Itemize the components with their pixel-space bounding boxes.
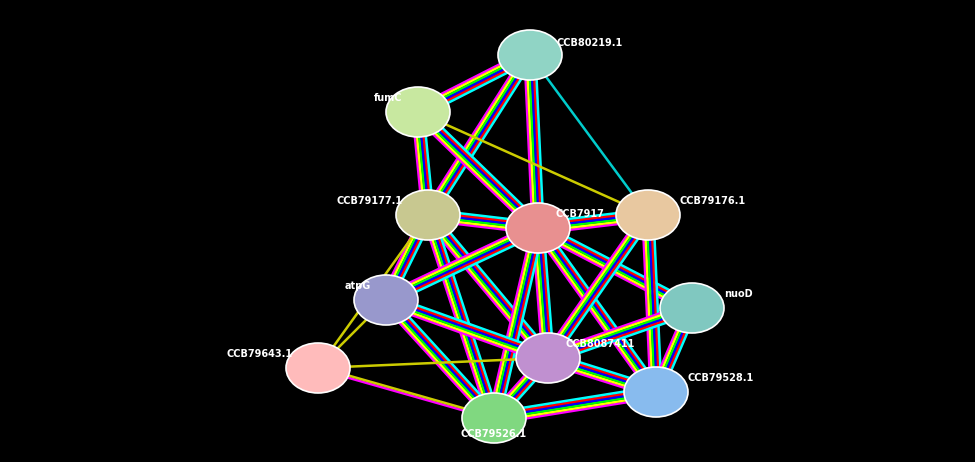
- Text: fumC: fumC: [373, 93, 403, 103]
- Text: nuoD: nuoD: [723, 289, 753, 299]
- Ellipse shape: [516, 333, 580, 383]
- Ellipse shape: [396, 190, 460, 240]
- Text: atpG: atpG: [345, 281, 371, 291]
- Text: CCB79643.1: CCB79643.1: [227, 349, 293, 359]
- Text: CCB80219.1: CCB80219.1: [557, 38, 623, 48]
- Ellipse shape: [354, 275, 418, 325]
- Text: CCB79528.1: CCB79528.1: [688, 373, 754, 383]
- Ellipse shape: [624, 367, 688, 417]
- Ellipse shape: [506, 203, 570, 253]
- Text: CCB8087411: CCB8087411: [566, 339, 635, 349]
- Ellipse shape: [286, 343, 350, 393]
- Text: CCB79176.1: CCB79176.1: [680, 196, 746, 206]
- Ellipse shape: [616, 190, 680, 240]
- Text: CCB79526.1: CCB79526.1: [461, 429, 527, 439]
- Ellipse shape: [386, 87, 450, 137]
- Ellipse shape: [660, 283, 724, 333]
- Text: CCB7917: CCB7917: [556, 209, 604, 219]
- Ellipse shape: [498, 30, 562, 80]
- Ellipse shape: [462, 393, 526, 443]
- Text: CCB79177.1: CCB79177.1: [337, 196, 403, 206]
